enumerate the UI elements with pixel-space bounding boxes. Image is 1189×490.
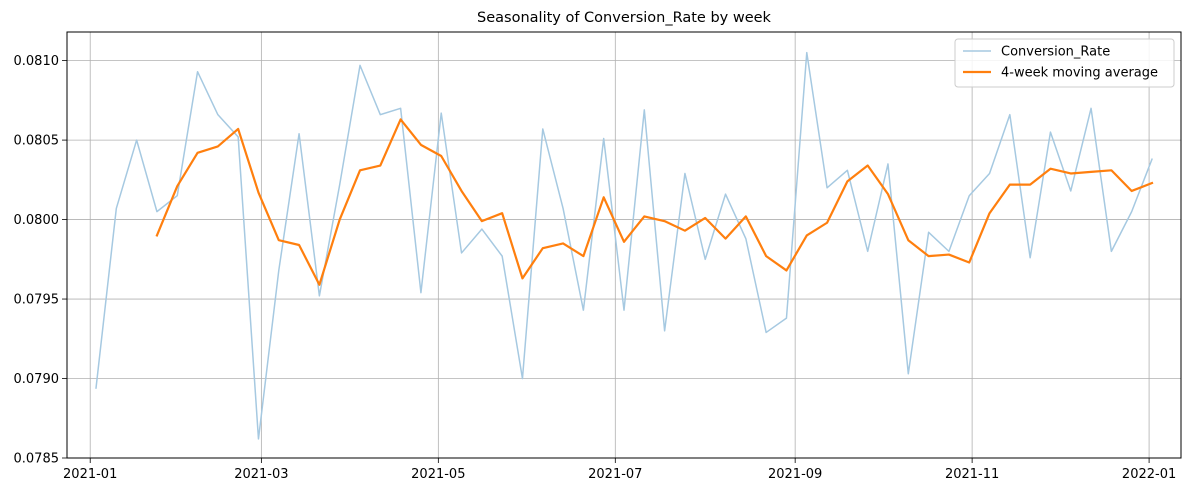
x-tick-label: 2021-01: [63, 467, 117, 482]
series-line: [155, 118, 1154, 286]
series-conversion-rate: [95, 51, 1153, 440]
y-tick-label: 0.0805: [14, 134, 60, 149]
x-tick-label: 2021-05: [411, 467, 465, 482]
legend-label: Conversion_Rate: [1001, 45, 1110, 60]
series-moving-average: [155, 118, 1154, 286]
series-lines: [95, 51, 1154, 440]
x-tick-label: 2021-09: [768, 467, 822, 482]
legend: Conversion_Rate 4-week moving average: [954, 38, 1175, 88]
x-tick-label: 2021-11: [945, 467, 999, 482]
x-tick-label: 2021-07: [588, 467, 642, 482]
y-tick-label: 0.0800: [14, 213, 60, 228]
axes: 2021-01 2021-03 2021-05 2021-07 2021-09 2021-…: [14, 54, 1177, 482]
series-line: [95, 51, 1153, 440]
legend-box: [954, 38, 1175, 88]
plot-frame: [66, 31, 1182, 459]
y-tick-label: 0.0810: [14, 54, 60, 69]
y-tick-label: 0.0790: [14, 372, 60, 387]
x-tick-label: 2021-03: [234, 467, 288, 482]
y-tick-label: 0.0795: [14, 293, 60, 308]
legend-label: 4-week moving average: [1001, 66, 1158, 81]
x-tick-label: 2022-01: [1122, 467, 1176, 482]
chart-title: Seasonality of Conversion_Rate by week: [477, 10, 772, 26]
y-tick-label: 0.0785: [14, 452, 60, 467]
grid-lines: [67, 32, 1181, 459]
